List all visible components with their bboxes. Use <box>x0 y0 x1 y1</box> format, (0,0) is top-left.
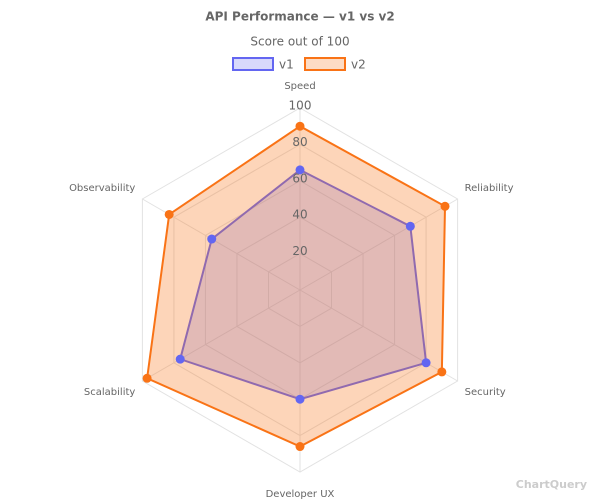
legend-label: v2 <box>351 58 366 72</box>
data-point <box>440 201 450 211</box>
legend-swatch <box>304 57 346 71</box>
category-label: Security <box>465 387 506 398</box>
data-point <box>405 221 415 231</box>
category-label: Observability <box>69 183 135 194</box>
spoke <box>299 198 458 291</box>
r-tick-label: 80 <box>292 135 307 149</box>
data-point <box>295 165 305 175</box>
data-point <box>175 354 185 364</box>
r-tick-label: 40 <box>292 208 307 222</box>
r-tick-label: 20 <box>292 244 307 258</box>
spoke <box>299 289 458 382</box>
r-tick-label: 100 <box>289 99 312 113</box>
chart-subtitle: Score out of 100 <box>250 35 349 49</box>
category-label: Developer UX <box>266 489 335 500</box>
spoke <box>142 289 301 382</box>
category-label: Scalability <box>84 387 135 398</box>
category-label: Speed <box>284 81 315 92</box>
data-point <box>295 394 305 404</box>
data-point <box>437 367 447 377</box>
data-point <box>421 358 431 368</box>
legend-label: v1 <box>279 58 294 72</box>
data-point <box>207 234 217 244</box>
r-tick-label: 60 <box>292 171 307 185</box>
chart-title: API Performance — v1 vs v2 <box>205 10 394 24</box>
data-point <box>142 373 152 383</box>
data-point <box>164 209 174 219</box>
watermark: ChartQuery <box>516 478 587 491</box>
data-point <box>295 121 305 131</box>
category-label: Reliability <box>465 183 514 194</box>
legend-swatch <box>232 57 274 71</box>
data-point <box>295 442 305 452</box>
